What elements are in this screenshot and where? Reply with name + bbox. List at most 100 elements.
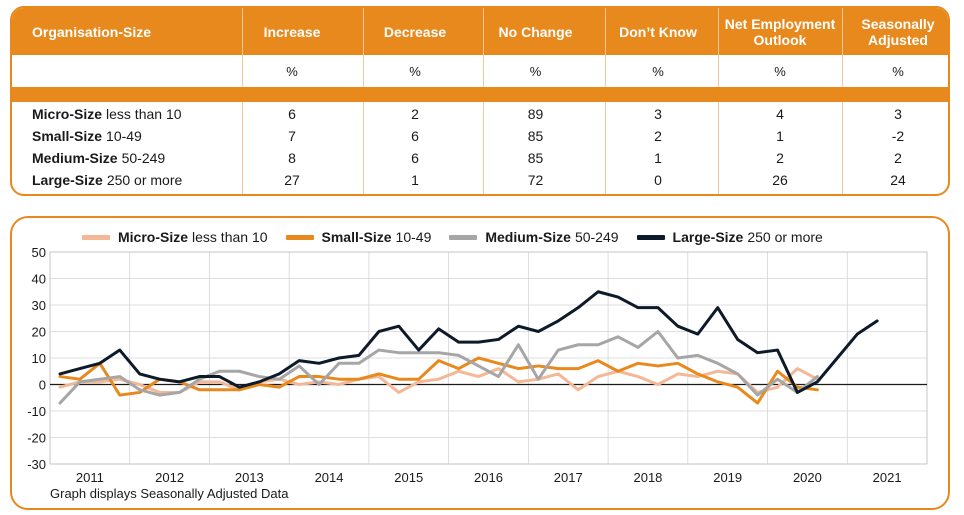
cell-increase: 6 — [288, 106, 296, 122]
cell-increase: 8 — [288, 150, 296, 166]
legend-desc: less than 10 — [192, 229, 268, 245]
y-tick-label: 40 — [32, 272, 46, 287]
x-tick-label: 2020 — [793, 470, 822, 485]
employment-outlook-table: Organisation-Size Increase Decrease No C… — [10, 6, 950, 196]
cell-seasonally-adjusted: 24 — [890, 172, 906, 188]
header-dont-know: Don’t Know — [619, 23, 697, 40]
table-row-small: Small-Size 10-49 7 6 85 2 1 -2 — [12, 125, 948, 147]
row-label: Medium-Size 50-249 — [12, 147, 242, 169]
table-row-medium: Medium-Size 50-249 8 6 85 1 2 2 — [12, 147, 948, 169]
header-increase: Increase — [263, 23, 321, 40]
legend-name: Small-Size — [321, 229, 392, 245]
unit-label: % — [774, 63, 786, 79]
legend-swatch — [636, 234, 665, 240]
line-chart: -30 -20 -10 0 10 20 30 40 50 2011 2012 2013 2014 2015… — [27, 245, 928, 485]
cell-decrease: 6 — [411, 150, 419, 166]
x-tick-label: 2017 — [554, 470, 583, 485]
row-label-desc: less than 10 — [106, 106, 182, 122]
y-tick-label: 0 — [39, 378, 46, 393]
x-tick-label: 2011 — [76, 470, 104, 485]
row-label-name: Micro-Size — [32, 106, 103, 122]
header-organisation-size: Organisation-Size — [32, 23, 152, 40]
legend-desc: 10-49 — [395, 229, 432, 245]
unit-label: % — [409, 63, 421, 79]
legend-item-small: Small-Size 10-49 — [285, 229, 432, 245]
legend-name: Medium-Size — [485, 229, 571, 245]
cell-net-outlook: 26 — [772, 172, 788, 188]
x-tick-label: 2018 — [633, 470, 662, 485]
header-no-change: No Change — [498, 23, 573, 40]
legend-swatch — [82, 234, 110, 240]
orange-divider-band — [12, 87, 948, 102]
series-line-3 — [58, 290, 879, 394]
chart-footnote: Graph displays Seasonally Adjusted Data — [50, 486, 289, 501]
legend-desc: 50-249 — [574, 229, 619, 245]
cell-no-change: 89 — [527, 106, 544, 122]
legend-name: Large-Size — [672, 229, 744, 245]
x-tick-label: 2013 — [235, 470, 264, 485]
cell-seasonally-adjusted: -2 — [891, 128, 905, 144]
legend-desc: 250 or more — [747, 229, 823, 245]
y-tick-label: -10 — [27, 404, 46, 419]
row-label-desc: 50-249 — [121, 150, 166, 166]
cell-decrease: 2 — [411, 106, 419, 122]
row-label-desc: 10-49 — [106, 128, 142, 144]
unit-label: % — [892, 63, 904, 79]
cell-net-outlook: 1 — [776, 128, 784, 144]
row-label-name: Medium-Size — [32, 150, 118, 166]
table-row-micro: Micro-Size less than 10 6 2 89 3 4 3 — [12, 103, 948, 125]
cell-net-outlook: 4 — [776, 106, 784, 122]
header-seasonally-adjusted: Seasonally Adjusted — [861, 15, 935, 48]
legend-item-medium: Medium-Size 50-249 — [449, 229, 619, 245]
cell-decrease: 1 — [411, 172, 419, 188]
unit-label: % — [529, 63, 542, 79]
legend-item-micro: Micro-Size less than 10 — [82, 229, 268, 245]
outlook-line-chart-panel: Micro-Size less than 10 Small-Size 10-49 M… — [10, 216, 950, 510]
x-tick-label: 2014 — [315, 470, 344, 485]
cell-increase: 27 — [284, 172, 300, 188]
x-tick-label: 2012 — [155, 470, 184, 485]
chart-legend: Micro-Size less than 10 Small-Size 10-49 M… — [82, 228, 841, 246]
cell-seasonally-adjusted: 2 — [894, 150, 902, 166]
x-tick-label: 2016 — [474, 470, 503, 485]
cell-dont-know: 0 — [654, 172, 662, 188]
cell-no-change: 85 — [527, 150, 544, 166]
cell-dont-know: 1 — [654, 150, 662, 166]
series-line-1 — [58, 356, 819, 405]
y-tick-label: 10 — [32, 351, 46, 366]
cell-seasonally-adjusted: 3 — [894, 106, 902, 122]
row-label: Micro-Size less than 10 — [12, 103, 242, 125]
y-tick-label: -30 — [27, 457, 46, 472]
unit-label: % — [652, 63, 664, 79]
row-label-name: Small-Size — [32, 128, 103, 144]
cell-dont-know: 2 — [654, 128, 662, 144]
legend-item-large: Large-Size 250 or more — [636, 229, 823, 245]
legend-swatch — [449, 234, 478, 240]
series-line-2 — [58, 330, 819, 405]
table-row-large: Large-Size 250 or more 27 1 72 0 26 24 — [12, 169, 948, 191]
row-label-name: Large-Size — [32, 172, 103, 188]
x-tick-label: 2015 — [394, 470, 423, 485]
cell-net-outlook: 2 — [776, 150, 784, 166]
y-tick-label: 20 — [32, 325, 46, 340]
row-label: Small-Size 10-49 — [12, 125, 242, 147]
cell-increase: 7 — [288, 128, 296, 144]
header-net-employment-outlook: Net Employment Outlook — [724, 15, 836, 48]
cell-decrease: 6 — [411, 128, 419, 144]
cell-no-change: 72 — [527, 172, 544, 188]
x-tick-label: 2019 — [713, 470, 742, 485]
legend-swatch — [285, 234, 314, 240]
y-tick-label: 30 — [32, 298, 46, 313]
units-row: % % % % % % — [12, 55, 948, 87]
plot-area-border — [49, 251, 928, 465]
header-decrease: Decrease — [383, 23, 447, 40]
legend-name: Micro-Size — [118, 229, 189, 245]
table-header: Organisation-Size Increase Decrease No C… — [12, 8, 948, 55]
unit-label: % — [286, 63, 298, 79]
cell-no-change: 85 — [527, 128, 544, 144]
y-tick-label: 50 — [32, 245, 46, 260]
row-label-desc: 250 or more — [106, 172, 183, 188]
y-tick-label: -20 — [27, 431, 46, 446]
x-tick-label: 2021 — [873, 470, 902, 485]
row-label: Large-Size 250 or more — [12, 169, 242, 191]
